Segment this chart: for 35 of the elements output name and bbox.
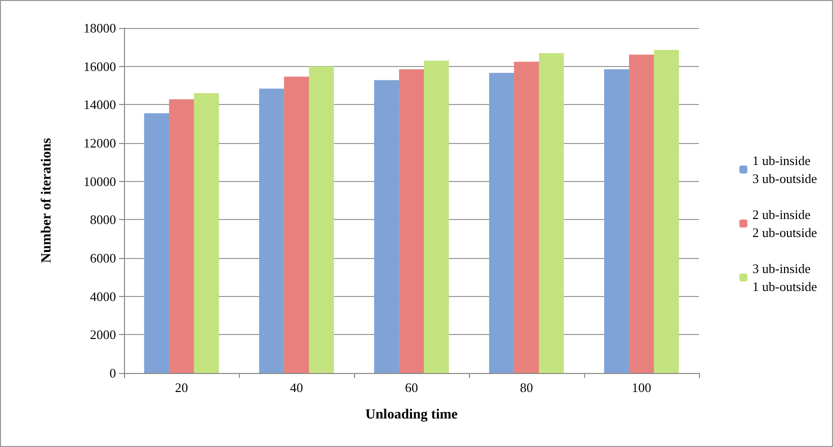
y-tick-label: 18000	[84, 20, 116, 36]
x-tick-label: 20	[175, 380, 188, 395]
y-tick-label: 6000	[90, 250, 116, 266]
bar	[489, 72, 514, 373]
y-tick-label: 14000	[84, 97, 116, 112]
y-tick-label: 12000	[84, 136, 116, 150]
bar	[259, 88, 284, 373]
bar	[194, 93, 219, 373]
bar	[308, 66, 334, 373]
bar	[399, 69, 424, 373]
x-tick-label: 60	[405, 380, 418, 395]
bar	[374, 80, 400, 373]
x-tick-label: 80	[520, 380, 533, 395]
x-axis-title: Unloading time	[365, 408, 458, 422]
y-tick-label: 4000	[90, 288, 116, 304]
y-axis-title: Number of iterations	[40, 137, 54, 263]
bar	[284, 76, 309, 373]
legend-label: 1 ub-inside 3 ub-outside	[752, 153, 818, 186]
bar	[424, 60, 449, 373]
bar	[654, 50, 679, 373]
bar	[629, 54, 654, 373]
y-tick-label: 0	[110, 366, 116, 380]
y-tick-label: 10000	[84, 174, 116, 189]
bar	[538, 53, 564, 373]
bar	[169, 99, 194, 373]
bar	[604, 69, 630, 373]
x-tick-label: 40	[290, 380, 303, 395]
x-tick-label: 100	[632, 380, 652, 395]
legend-label: 3 ub-inside 1 ub-outside	[752, 261, 818, 294]
y-tick-label: 8000	[90, 212, 116, 228]
bar	[144, 113, 170, 373]
bar	[514, 62, 539, 373]
legend-label: 2 ub-inside 2 ub-outside	[752, 207, 818, 240]
y-tick-label: 16000	[84, 58, 116, 74]
y-tick-label: 2000	[90, 327, 116, 342]
